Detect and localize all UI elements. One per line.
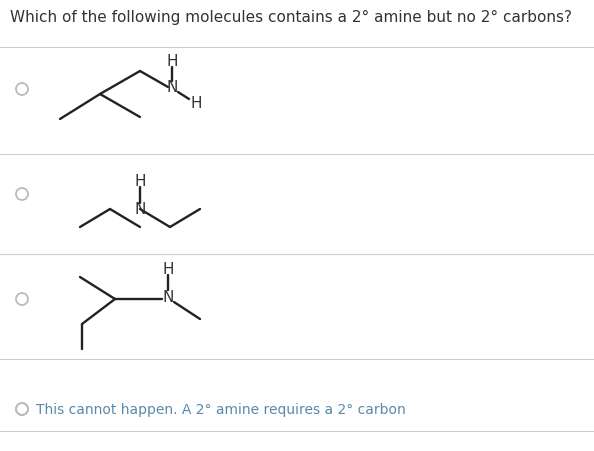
Text: H: H [134,174,146,189]
Text: H: H [166,55,178,69]
Text: H: H [162,262,174,277]
Text: Which of the following molecules contains a 2° amine but no 2° carbons?: Which of the following molecules contain… [10,10,572,25]
Text: H: H [190,95,202,110]
Text: N: N [166,80,178,95]
Text: N: N [134,202,146,217]
Text: This cannot happen. A 2° amine requires a 2° carbon: This cannot happen. A 2° amine requires … [36,402,406,416]
Text: N: N [162,289,173,304]
